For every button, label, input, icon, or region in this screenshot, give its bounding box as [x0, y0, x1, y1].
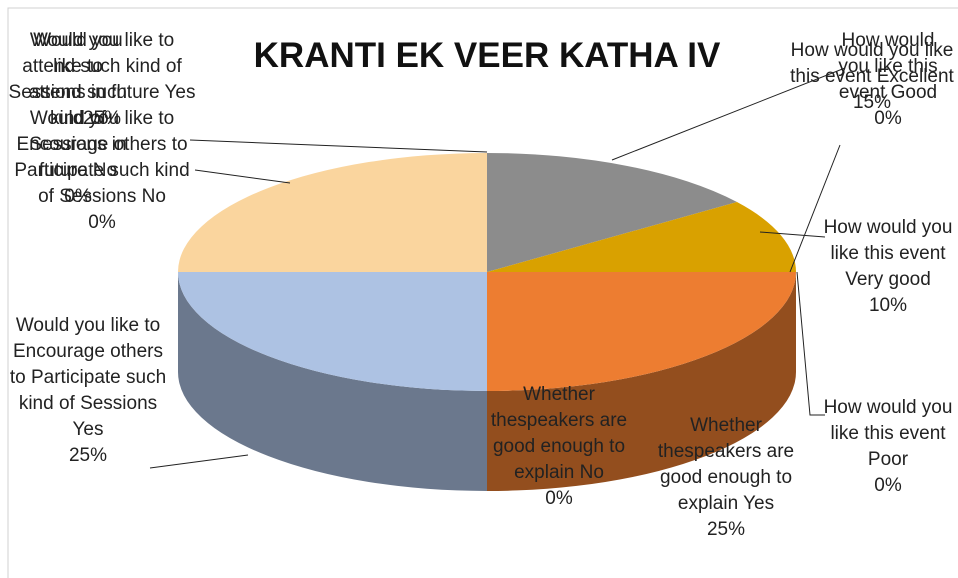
- category-label: Would you like to Encourage others to Pa…: [9, 315, 167, 440]
- pie: [178, 153, 796, 491]
- slice: [178, 153, 487, 272]
- category-label: How would you like this event Excellent: [790, 40, 954, 87]
- chart-border: [7, 7, 958, 578]
- value-label: 25%: [68, 445, 108, 466]
- leader-line: [796, 271, 825, 416]
- data-label: Whether thespeakers are good enough to e…: [488, 382, 630, 512]
- data-label: How would you like this event Good 0%: [828, 28, 948, 132]
- value-label: 0%: [874, 108, 902, 129]
- category-label: How would you like this event Poor: [823, 397, 953, 470]
- leader-line: [194, 169, 291, 184]
- slice: [487, 153, 737, 272]
- data-label: Whether thespeakers are good enough to e…: [636, 413, 816, 543]
- slice: [487, 272, 796, 391]
- category-label: Whether thespeakers are good enough to e…: [490, 384, 628, 483]
- value-label: 10%: [868, 295, 908, 316]
- leader-line: [611, 67, 846, 161]
- value-label: 0%: [874, 475, 902, 496]
- value-label: 0%: [545, 488, 573, 509]
- value-label: 25%: [706, 519, 746, 540]
- leader-line: [789, 144, 841, 273]
- category-label: Would you like to attend such kind of Se…: [28, 30, 128, 181]
- slice-side: [178, 272, 487, 491]
- slice-side: [487, 272, 796, 491]
- leader-line: [149, 454, 249, 469]
- data-label: How would you like this event Very good 1…: [822, 215, 954, 319]
- slice: [178, 272, 487, 391]
- leader-lines: [149, 67, 846, 469]
- leader-line: [759, 231, 826, 238]
- data-label: Would you like to Encourage others to Pa…: [8, 313, 168, 469]
- data-label: How would you like this event Poor 0%: [822, 395, 954, 499]
- category-label: How would you like this event Good: [838, 30, 938, 103]
- value-label: 15%: [852, 92, 892, 113]
- category-label: Would you like to attend such kind of Se…: [8, 30, 196, 103]
- category-label: Whether thespeakers are good enough to e…: [657, 415, 795, 514]
- data-label: Would you like to Encourage others to Pa…: [8, 106, 196, 236]
- category-label: Would you like to Encourage others to Pa…: [14, 108, 190, 207]
- data-label: Would you like to attend such kind of Se…: [4, 28, 200, 132]
- leader-line: [189, 139, 488, 153]
- value-label: 0%: [64, 186, 92, 207]
- slice: [487, 202, 796, 272]
- value-label: 25%: [82, 108, 122, 129]
- data-label: How would you like this event Excellent 1…: [788, 38, 956, 116]
- value-label: 0%: [88, 212, 116, 233]
- chart-title: KRANTI EK VEER KATHA IV: [253, 36, 721, 75]
- data-label: Would you like to attend such kind of Se…: [28, 28, 128, 210]
- category-label: How would you like this event Very good: [823, 217, 953, 290]
